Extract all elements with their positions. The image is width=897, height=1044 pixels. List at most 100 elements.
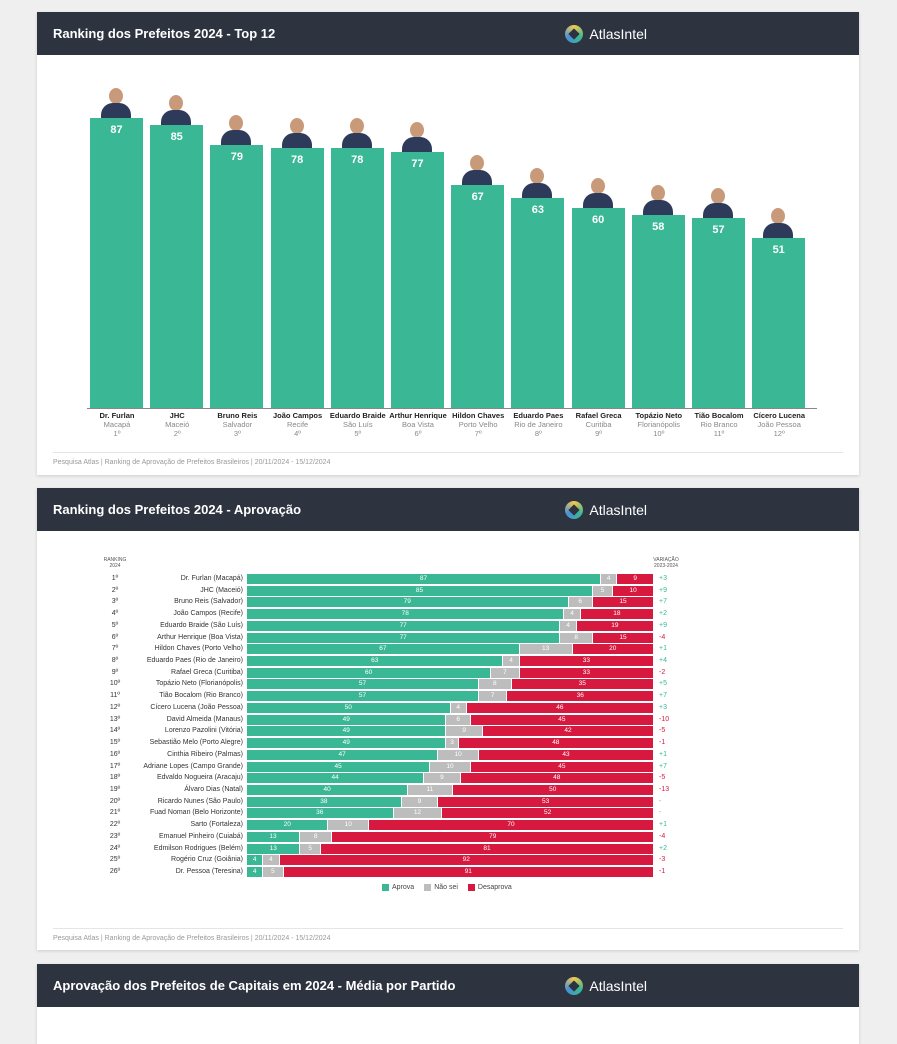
rank-label: 21º (109, 809, 121, 817)
rank-label: 20º (109, 797, 121, 805)
variation-value: -10 (659, 715, 670, 723)
segment-nosei: 7 (478, 691, 508, 702)
segment-aprova: 4 (247, 867, 264, 877)
mayor-label: Edmilson Rodrigues (Belém) (153, 844, 243, 852)
party-card: Aprovação dos Prefeitos de Capitais em 2… (37, 964, 859, 1044)
category-label: Dr. Furlan Macapá 1º (99, 411, 135, 438)
source-footer: Pesquisa Atlas | Ranking de Aprovação de… (53, 452, 843, 466)
segment-desaprova: 33 (519, 667, 654, 678)
table-row: 23º Emanuel Pinheiro (Cuiabá) 13 8 79 -4 (37, 831, 859, 842)
mayor-photo (402, 121, 432, 152)
mayor-label: Bruno Reis (Salvador) (174, 598, 243, 606)
segment-nosei: 10 (430, 761, 471, 772)
table-row: 1º Dr. Furlan (Macapá) 87 4 9 +3 (37, 574, 859, 584)
bar (210, 144, 264, 408)
category-label: Bruno Reis Salvador 3º (217, 411, 258, 438)
segment-aprova: 77 (247, 632, 561, 643)
rank-label: 11º (110, 692, 120, 700)
mayor-label: Adriane Lopes (Campo Grande) (143, 762, 243, 770)
variation-value: +1 (659, 750, 667, 758)
mayor-label: JHC (Maceió) (200, 586, 243, 594)
value-label: 87 (110, 124, 123, 137)
variation-value: +2 (659, 610, 667, 618)
table-row: 17º Adriane Lopes (Campo Grande) 45 10 45 +7 (37, 761, 859, 772)
variation-value: +9 (659, 621, 667, 629)
segment-desaprova: 36 (507, 691, 654, 702)
mayor-label: Hildon Chaves (Porto Velho) (154, 645, 243, 653)
segment-nosei: 4 (560, 620, 577, 631)
mayor-photo (221, 114, 252, 145)
table-row: 14º Lorenzo Pazolini (Vitória) 49 9 42 -5 (37, 726, 859, 737)
table-row: 18º Edvaldo Nogueira (Aracaju) 44 9 48 -5 (37, 773, 859, 784)
bar (391, 151, 444, 408)
rank-label: 26º (109, 868, 121, 875)
segment-nosei: 9 (424, 773, 461, 784)
category-label: Eduardo Paes Rio de Janeiro 8º (513, 411, 564, 438)
table-row: 10º Topázio Neto (Florianópolis) 57 8 35 +5 (37, 679, 859, 690)
segment-nosei: 8 (478, 679, 512, 690)
segment-aprova: 4 (247, 855, 264, 866)
logo-icon (565, 976, 584, 995)
mayor-label: Lorenzo Pazolini (Vitória) (164, 727, 243, 735)
mayor-label: Dr. Pessoa (Teresina) (175, 868, 243, 875)
segment-desaprova: 79 (332, 831, 654, 842)
segment-desaprova: 48 (460, 773, 654, 784)
mayor-label: Arthur Henrique (Boa Vista) (157, 633, 243, 641)
segment-nosei: 5 (592, 585, 614, 596)
segment-desaprova: 46 (466, 702, 654, 713)
segment-aprova: 50 (247, 702, 451, 713)
table-row: 2º JHC (Maceió) 85 5 10 +9 (37, 585, 859, 596)
segment-desaprova: 52 (442, 808, 654, 819)
rank-label: 5º (111, 621, 119, 629)
mayor-label: David Almeida (Manaus) (166, 715, 243, 723)
segment-aprova: 77 (247, 620, 561, 631)
bar (752, 238, 806, 408)
bar (330, 148, 384, 408)
logo-icon (565, 24, 584, 43)
rank-label: 4º (111, 610, 119, 618)
segment-aprova: 85 (247, 585, 593, 596)
table-row: 15º Sebastião Melo (Porto Alegre) 49 3 48 -1 (37, 738, 859, 749)
variation-value: -5 (659, 774, 666, 782)
table-row: 9º Rafael Greca (Curitiba) 60 7 33 -2 (37, 667, 859, 678)
segment-aprova: 78 (247, 609, 565, 620)
value-label: 78 (290, 154, 304, 167)
card-header: Ranking dos Prefeitos 2024 - Top 12 Atla… (37, 12, 859, 55)
atlasintel-logo: AtlasIntel (565, 24, 647, 43)
value-label: 78 (351, 154, 364, 167)
mayor-photo (101, 88, 131, 119)
legend: Aprova Não sei Desaprova (382, 884, 512, 891)
segment-desaprova: 20 (572, 644, 654, 655)
segment-nosei: 4 (601, 574, 618, 584)
table-row: 19º Álvaro Dias (Natal) 40 11 50 -13 (37, 784, 859, 795)
rank-label: 2º (111, 586, 119, 594)
value-label: 85 (170, 130, 183, 143)
rank-label: 24º (109, 844, 121, 852)
table-row: 24º Edmilson Rodrigues (Belém) 13 5 81 +2 (37, 843, 859, 854)
table-row: 25º Rogério Cruz (Goiânia) 4 4 92 -3 (37, 855, 859, 866)
top12-chart: 87 Dr. Furlan Macapá 1º 85 JHC Maceió 2º 79 Bruno… (37, 55, 859, 455)
mayor-photo (582, 178, 613, 209)
segment-aprova: 45 (247, 761, 431, 772)
segment-aprova: 63 (247, 656, 504, 667)
table-row: 21º Fuad Noman (Belo Horizonte) 36 12 52- (37, 808, 859, 819)
variation-value: - (659, 809, 662, 817)
segment-desaprova: 91 (283, 867, 654, 877)
segment-nosei: 8 (560, 632, 593, 643)
segment-aprova: 44 (247, 773, 425, 784)
variation-header: VARIAÇÃO 2023-2024 (653, 557, 679, 569)
source-footer: Pesquisa Atlas | Ranking de Aprovação de… (53, 928, 843, 942)
table-row: 12º Cícero Lucena (João Pessoa) 50 4 46 +3 (37, 702, 859, 713)
category-label: Rafael Greca Curitiba 9º (575, 411, 622, 438)
mayor-photo (462, 154, 493, 185)
rank-label: 1º (111, 575, 119, 582)
segment-desaprova: 45 (470, 761, 654, 772)
rank-label: 22º (109, 821, 121, 829)
bar (511, 198, 565, 408)
segment-aprova: 79 (247, 597, 569, 608)
segment-aprova: 49 (247, 726, 447, 737)
rank-label: 3º (111, 598, 119, 606)
rank-label: 17º (109, 762, 121, 770)
bar (270, 148, 324, 408)
variation-value: +2 (659, 844, 667, 852)
